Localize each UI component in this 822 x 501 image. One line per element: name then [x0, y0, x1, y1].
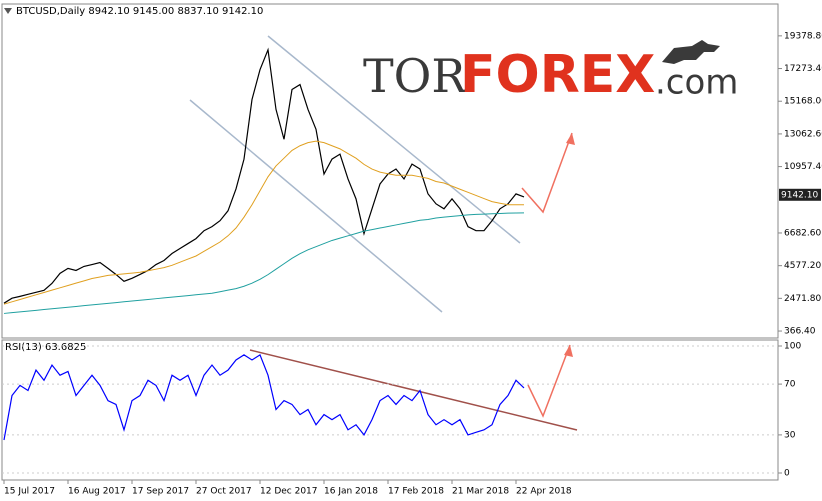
forecast-arrow	[527, 344, 571, 418]
x-tick-label: 16 Aug 2017	[68, 487, 126, 497]
chart-title: BTCUSD,Daily 8942.10 9145.00 8837.10 914…	[16, 6, 263, 17]
x-tick-label: 15 Jul 2017	[4, 487, 55, 497]
y-tick-label: 13062.60	[784, 129, 822, 139]
x-tick-label: 17 Sep 2017	[132, 487, 189, 497]
y-tick-label: 70	[784, 380, 796, 390]
channel-line	[267, 35, 521, 244]
y-tick-label: 100	[784, 342, 801, 352]
menu-icon	[4, 8, 12, 14]
y-tick-label: 2471.80	[784, 294, 821, 304]
x-tick-label: 21 Mar 2018	[452, 487, 509, 497]
x-tick-label: 16 Jan 2018	[324, 487, 378, 497]
logo-com: .com	[655, 63, 738, 103]
y-tick-label: 17273.40	[784, 64, 822, 74]
x-tick-label: 17 Feb 2018	[388, 487, 444, 497]
logo-bull	[662, 40, 720, 64]
y-tick-label: 4577.20	[784, 261, 821, 271]
logo-tor: TOR	[363, 49, 467, 103]
rsi-title: RSI(13) 63.6825	[5, 342, 86, 353]
series-line	[3, 212, 525, 314]
series-line	[3, 47, 525, 304]
price-panel	[1, 3, 779, 339]
arrow-head	[566, 133, 575, 145]
current-price-box	[779, 188, 821, 201]
forecast-arrow	[521, 132, 573, 214]
x-tick-label: 22 Apr 2018	[516, 487, 572, 497]
y-tick-label: 366.40	[784, 327, 816, 337]
rsi-trend-line	[249, 349, 578, 431]
logo-forex: FOREX	[460, 45, 655, 105]
current-price-label: 9142.10	[781, 190, 818, 200]
y-tick-label: 15168.00	[784, 97, 822, 107]
x-tick-label: 12 Dec 2017	[260, 487, 318, 497]
x-tick-label: 27 Oct 2017	[196, 487, 252, 497]
y-tick-label: 30	[784, 430, 796, 440]
y-tick-label: 19378.80	[784, 31, 822, 41]
y-tick-label: 10957.40	[784, 162, 822, 172]
arrow-head	[564, 345, 573, 357]
series-line	[3, 140, 524, 305]
y-tick-label: 0	[784, 469, 790, 479]
rsi-panel	[1, 339, 779, 481]
y-tick-label: 6682.60	[784, 228, 821, 238]
series-line	[3, 353, 525, 441]
channel-line	[189, 99, 443, 313]
